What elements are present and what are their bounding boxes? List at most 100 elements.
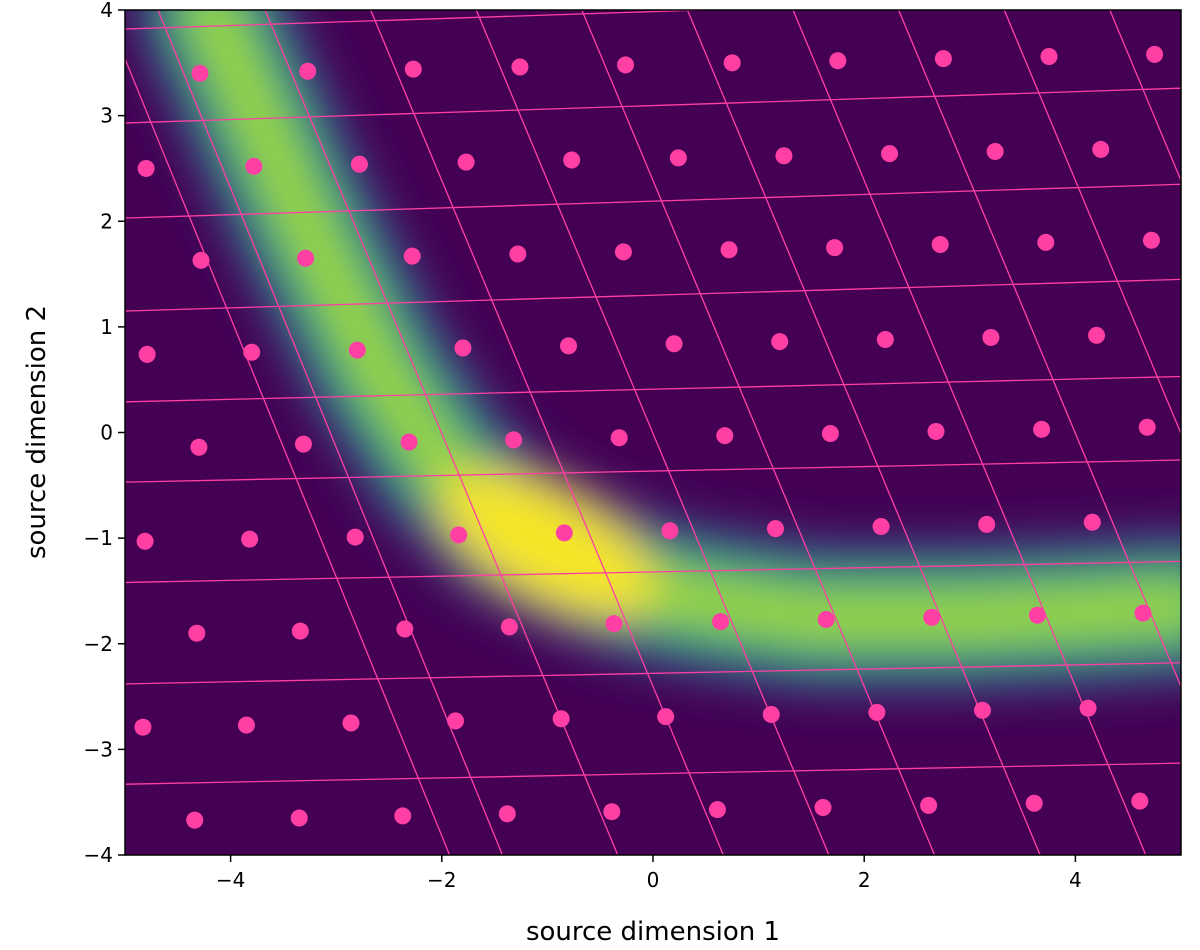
data-point <box>712 613 730 631</box>
grid-line-horizontal <box>125 762 1181 785</box>
data-point <box>1079 699 1097 717</box>
data-point <box>708 801 726 819</box>
mapped-grid-lines <box>125 10 1181 855</box>
data-point <box>1134 604 1152 622</box>
data-point <box>771 333 789 351</box>
y-tick-label: 4 <box>100 0 113 22</box>
data-point <box>190 438 208 456</box>
data-point <box>1138 418 1156 436</box>
y-tick-label: 1 <box>100 315 113 339</box>
data-point <box>350 155 368 173</box>
data-point <box>1092 140 1110 158</box>
data-point <box>973 701 991 719</box>
data-point <box>511 58 529 76</box>
data-point <box>665 335 683 353</box>
data-point <box>348 341 366 359</box>
data-point <box>931 235 949 253</box>
data-point <box>978 515 996 533</box>
y-axis-label: source dimension 2 <box>22 305 52 559</box>
grid-line-horizontal <box>125 459 1181 483</box>
data-point <box>237 716 255 734</box>
data-point <box>1040 47 1058 65</box>
data-point <box>447 712 465 730</box>
data-point <box>137 159 155 177</box>
data-point <box>138 345 156 363</box>
density-peak <box>438 469 657 618</box>
y-tick-label: −2 <box>84 632 113 656</box>
data-point <box>829 52 847 70</box>
grid-line-slanted <box>1109 10 1181 183</box>
data-point <box>291 622 309 640</box>
data-point <box>614 243 632 261</box>
data-point <box>555 524 573 542</box>
data-point <box>923 608 941 626</box>
data-point <box>505 431 523 449</box>
data-point <box>934 50 952 68</box>
data-point <box>872 518 890 536</box>
data-point <box>552 710 570 728</box>
grid-line-horizontal <box>125 87 1181 124</box>
data-point <box>610 429 628 447</box>
x-tick-label: 4 <box>1069 868 1082 892</box>
grid-line-slanted <box>369 10 725 855</box>
y-tick-label: 2 <box>100 209 113 233</box>
data-point <box>191 64 209 82</box>
data-point <box>1028 606 1046 624</box>
data-point <box>245 157 263 175</box>
grid-line-slanted <box>475 10 830 855</box>
data-point <box>669 149 687 167</box>
data-point <box>603 803 621 821</box>
y-tick-label: 3 <box>100 104 113 128</box>
data-point <box>1146 45 1164 63</box>
data-point <box>563 151 581 169</box>
data-point <box>605 615 623 633</box>
y-tick-label: −1 <box>84 526 113 550</box>
data-point <box>881 145 899 163</box>
data-point <box>617 56 635 74</box>
data-point <box>1083 513 1101 531</box>
data-point <box>720 241 738 259</box>
data-point <box>290 809 308 827</box>
data-point <box>346 528 364 546</box>
data-point <box>454 339 472 357</box>
y-tick-label: 0 <box>100 421 113 445</box>
data-point <box>498 805 516 823</box>
data-point <box>920 796 938 814</box>
data-point <box>1033 420 1051 438</box>
data-point <box>400 433 418 451</box>
data-point <box>509 245 527 263</box>
data-point <box>1037 233 1055 251</box>
data-point <box>396 620 414 638</box>
data-point <box>560 337 578 355</box>
data-point <box>661 522 679 540</box>
grid-line-horizontal <box>125 375 1181 403</box>
data-point <box>775 147 793 165</box>
data-point <box>450 526 468 544</box>
data-point <box>766 520 784 538</box>
data-point <box>299 62 317 80</box>
y-tick-label: −3 <box>84 737 113 761</box>
data-point <box>342 714 360 732</box>
grid-line-slanted <box>686 10 1041 855</box>
data-point <box>927 422 945 440</box>
grid-line-horizontal <box>125 278 1181 312</box>
data-point <box>716 427 734 445</box>
x-axis-label: source dimension 1 <box>526 917 780 947</box>
data-point <box>1025 794 1043 812</box>
data-point <box>404 60 422 78</box>
data-point <box>1142 231 1160 249</box>
data-point <box>294 435 312 453</box>
data-point <box>188 624 206 642</box>
data-point <box>1131 792 1149 810</box>
data-point <box>186 811 204 829</box>
data-point <box>403 247 421 265</box>
data-point <box>723 54 741 72</box>
data-point <box>134 718 152 736</box>
data-point <box>814 798 832 816</box>
data-point <box>876 331 894 349</box>
mapped-points <box>134 45 1164 829</box>
data-point <box>817 610 835 628</box>
grid-line-slanted <box>125 57 451 855</box>
data-point <box>500 618 518 636</box>
